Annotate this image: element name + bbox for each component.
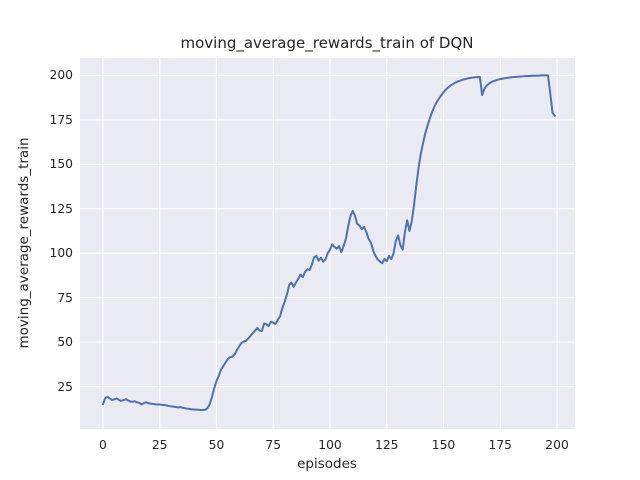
x-tick-label: 150 <box>431 438 456 452</box>
y-tick-label: 50 <box>57 335 73 350</box>
y-tick-label: 75 <box>57 290 73 305</box>
gridlines <box>80 58 575 429</box>
line-series-moving-average-rewards <box>101 74 556 411</box>
y-axis-label: moving_average_rewards_train <box>16 137 32 349</box>
x-tick-label: 0 <box>99 438 107 452</box>
x-tick-label: 75 <box>265 438 282 452</box>
y-tick-label: 100 <box>49 246 73 261</box>
x-tick-label: 200 <box>545 438 569 452</box>
y-tick-label: 150 <box>49 157 73 172</box>
y-tick-label: 200 <box>49 68 73 83</box>
x-axis-label: episodes <box>297 456 357 472</box>
x-tick-label: 125 <box>375 438 399 452</box>
y-tick-label: 125 <box>49 201 73 216</box>
x-tick-label: 50 <box>208 438 225 452</box>
y-tick-label: 175 <box>49 112 73 127</box>
x-tick-label: 25 <box>151 438 168 452</box>
x-tick-label: 100 <box>318 438 342 452</box>
x-tick-label: 175 <box>488 438 513 452</box>
chart-title: moving_average_rewards_train of DQN <box>180 34 474 52</box>
y-tick-label: 25 <box>57 379 73 394</box>
